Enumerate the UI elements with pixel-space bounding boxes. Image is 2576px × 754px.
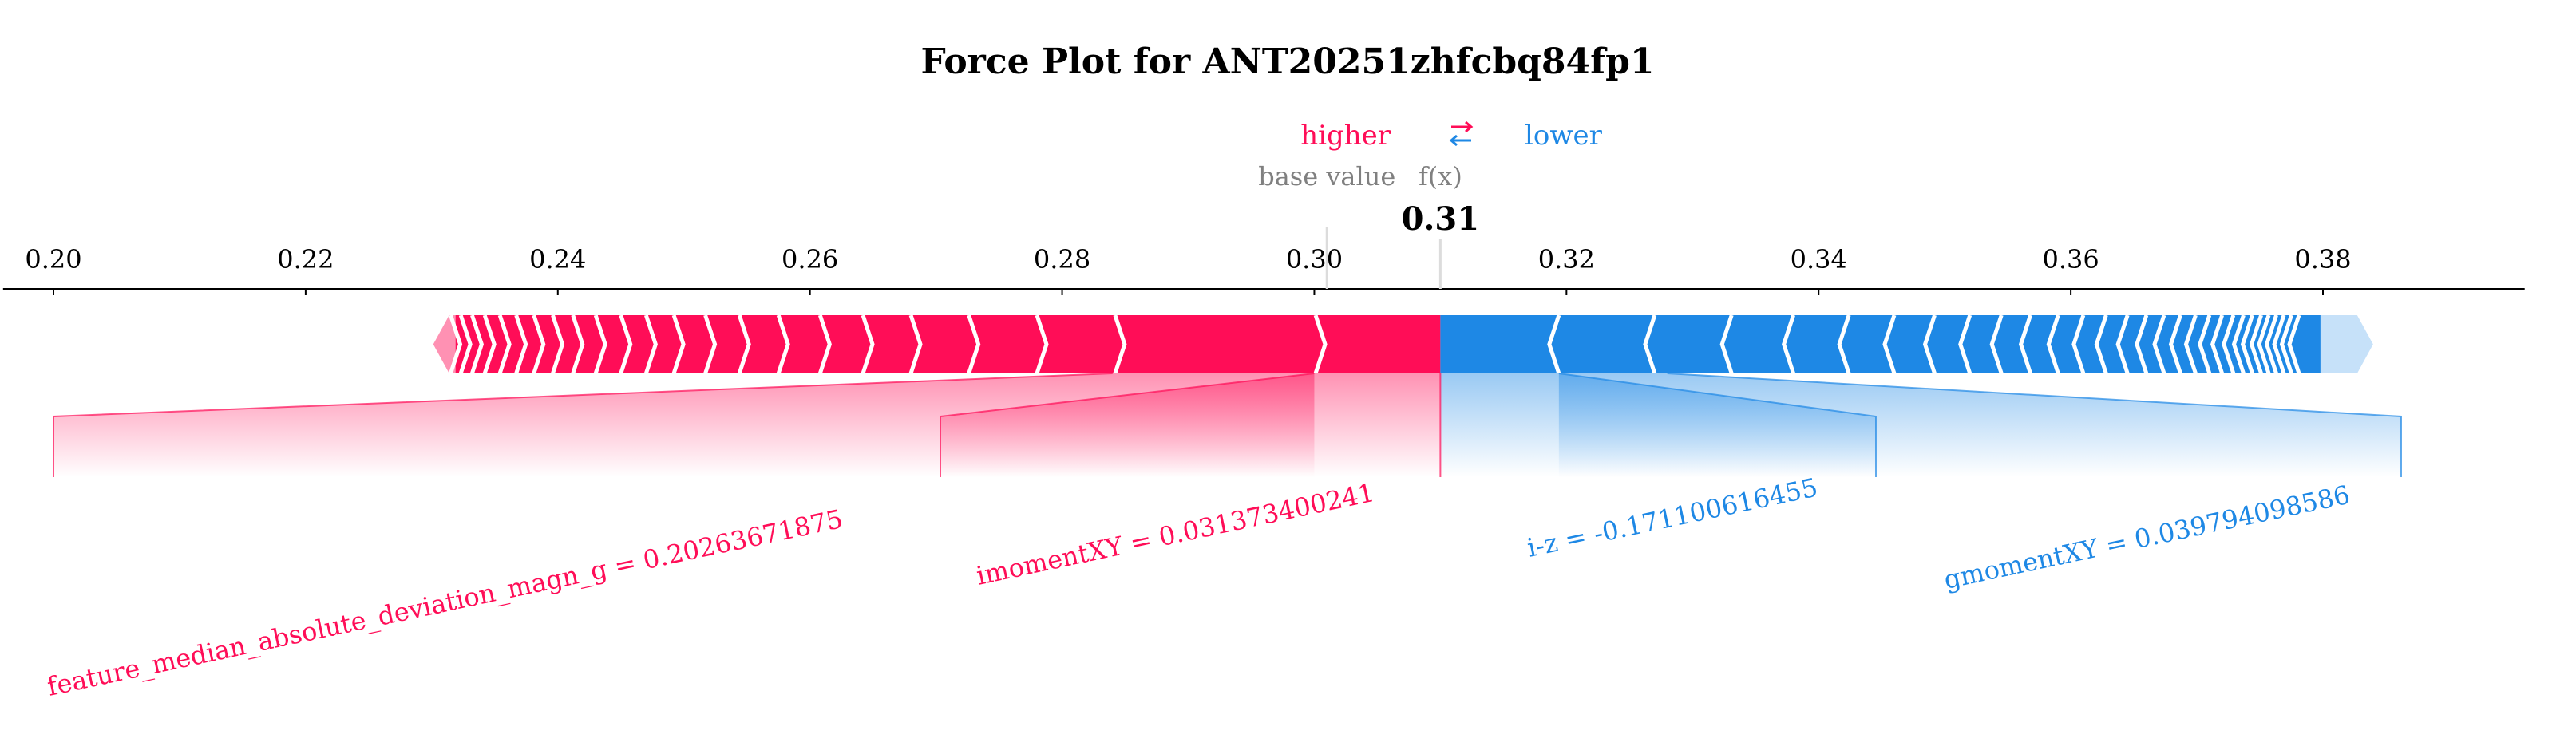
base-value-label: base value — [1258, 161, 1395, 191]
feature-connector-line — [940, 373, 1315, 477]
negative-feature-separator — [2272, 314, 2286, 374]
negative-feature-separator — [2152, 314, 2166, 374]
legend-lower-label: lower — [1525, 120, 1603, 152]
base-value-label-mask — [1410, 164, 1438, 192]
feature-connector-fill — [940, 373, 1441, 477]
negative-feature-separator — [1719, 314, 1734, 374]
negative-feature-separator — [2198, 314, 2212, 374]
x-tick-label: 0.22 — [277, 244, 334, 274]
negative-feature-separator — [2257, 314, 2271, 374]
positive-feature-separator — [643, 314, 658, 374]
positive-feature-separator — [593, 314, 607, 374]
negative-feature-separator — [1989, 314, 2004, 374]
negative-feature-separator — [2210, 314, 2225, 374]
positive-feature-separator — [470, 314, 485, 374]
positive-feature-separator — [861, 314, 875, 374]
positive-feature-separator — [671, 314, 686, 374]
x-tick-label: 0.32 — [1538, 244, 1595, 274]
swap-arrows-icon — [1449, 120, 1474, 147]
x-tick-label: 0.24 — [529, 244, 586, 274]
negative-feature-separator — [2222, 314, 2236, 374]
x-tick-label: 0.34 — [1791, 244, 1847, 274]
fx-label: f(x) — [1419, 161, 1462, 191]
negative-feature-separator — [2264, 314, 2278, 374]
negative-feature-separator — [2240, 314, 2254, 374]
negative-feature-separator — [1781, 314, 1796, 374]
positive-feature-separator — [482, 314, 497, 374]
positive-feature-separator — [497, 314, 512, 374]
negative-feature-separator — [1837, 314, 1851, 374]
negative-feature-separator — [2231, 314, 2246, 374]
positive-feature-separator — [514, 314, 528, 374]
feature-label-i-z: i-z = -0.171100616455 — [1525, 472, 1821, 563]
negative-feature-separator — [2168, 314, 2182, 374]
positive-feature-separator — [776, 314, 790, 374]
positive-feature-separator — [1113, 314, 1127, 374]
negative-feature-separator — [2115, 314, 2130, 374]
x-tick-label: 0.20 — [25, 244, 81, 274]
chart-title: Force Plot for ANT20251zhfcbq84fp1 — [921, 41, 1655, 82]
x-tick-label: 0.38 — [2294, 244, 2351, 274]
negative-feature-separator — [2071, 314, 2086, 374]
positive-feature-separator — [908, 314, 923, 374]
feature-label-gmomentxy: gmomentXY = 0.039794098586 — [1941, 480, 2352, 595]
feature-label-imomentxy: imomentXY = 0.031373400241 — [974, 477, 1377, 591]
negative-bar-fade — [2320, 315, 2376, 373]
negative-feature-separator — [2183, 314, 2198, 374]
x-axis: 0.20 0.22 0.24 0.26 0.28 0.30 0.32 0.34 0.36 0.38 — [2, 244, 2525, 295]
negative-feature-separator — [1547, 314, 1561, 374]
feature-label-feature-median-absolute-deviation: feature_median_absolute_deviation_magn_g… — [45, 503, 845, 702]
legend-higher-label: higher — [1300, 120, 1391, 152]
feature-connector-fill — [1558, 373, 2401, 477]
x-tick-label: 0.30 — [1286, 244, 1343, 274]
positive-feature-separator — [551, 314, 565, 374]
positive-feature-separator — [703, 314, 718, 374]
feature-connector-line — [53, 373, 1113, 477]
positive-feature-separator — [817, 314, 832, 374]
positive-feature-separator — [571, 314, 585, 374]
x-tick-label: 0.36 — [2042, 244, 2099, 274]
negative-feature-separator — [1958, 314, 1973, 374]
negative-feature-separator — [2046, 314, 2060, 374]
negative-feature-separator — [1643, 314, 1657, 374]
positive-feature-separator — [619, 314, 633, 374]
positive-feature-separator — [532, 314, 546, 374]
negative-feature-separator — [2279, 314, 2293, 374]
positive-feature-separator — [458, 314, 473, 374]
positive-feature-separator — [737, 314, 751, 374]
positive-feature-separator — [1313, 314, 1328, 374]
x-tick-label: 0.26 — [782, 244, 838, 274]
negative-feature-separator — [2287, 314, 2301, 374]
feature-connectors — [53, 373, 2402, 477]
negative-feature-separator — [2135, 314, 2149, 374]
negative-feature-separator — [1882, 314, 1897, 374]
positive-force-bar — [433, 315, 1441, 373]
positive-feature-separator — [967, 314, 981, 374]
positive-feature-separator — [449, 314, 463, 374]
positive-feature-separator — [1035, 314, 1049, 374]
feature-connector-line — [1667, 373, 2402, 477]
negative-feature-separator — [2094, 314, 2108, 374]
fx-value: 0.31 — [1402, 200, 1479, 238]
negative-feature-separator — [2249, 314, 2263, 374]
x-tick-label: 0.28 — [1034, 244, 1090, 274]
force-bars — [431, 227, 2376, 374]
negative-feature-separator — [1922, 314, 1937, 374]
positive-bar-fade — [431, 315, 456, 373]
negative-feature-separator — [2018, 314, 2032, 374]
